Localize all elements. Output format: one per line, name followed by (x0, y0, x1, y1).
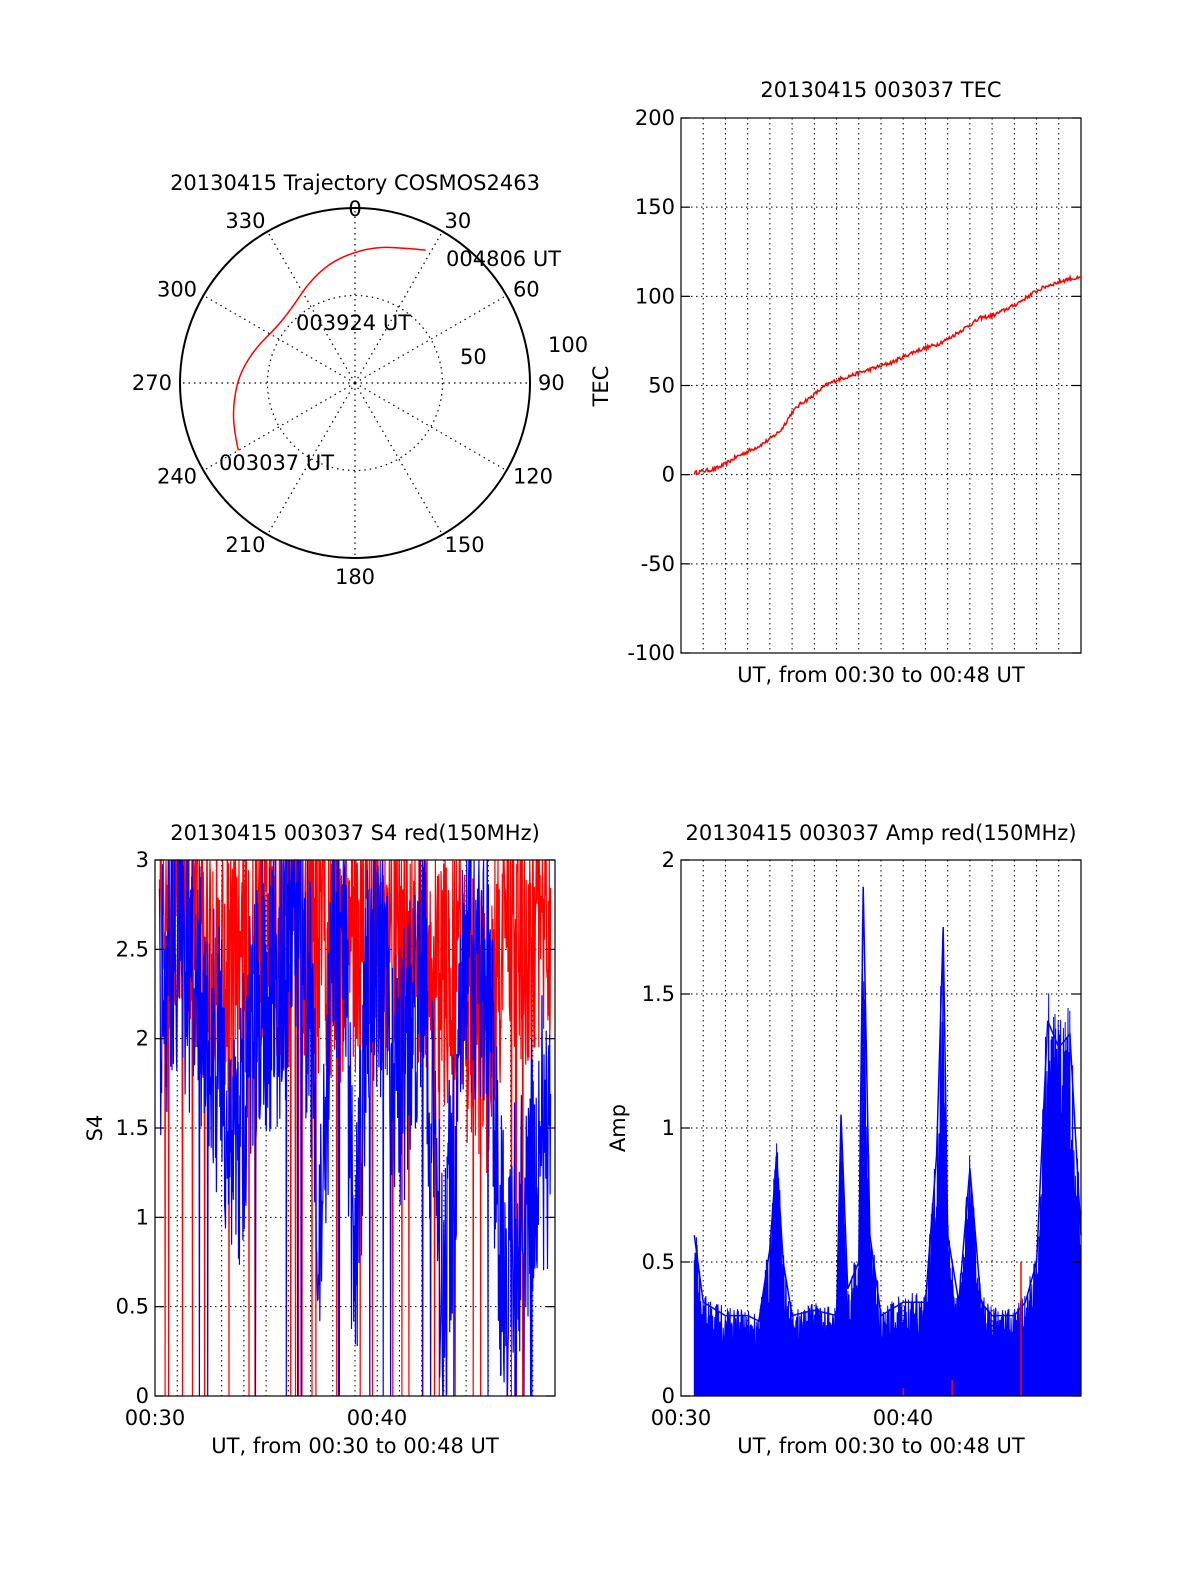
tec-y-label: TEC (589, 366, 613, 408)
p2-ytick-label-3: 1.5 (116, 1116, 149, 1140)
tec-series-line (693, 274, 1082, 476)
polar-trajectory-chart: 20130415 Trajectory COSMOS2463 0 30 60 90 12… (132, 171, 588, 589)
s4-chart: 20130415 003037 S4 red(150MHz) 0 0.5 1 1.5 2… (83, 821, 556, 1458)
p3-ytick-label-2: 1 (662, 1116, 675, 1140)
amp-dense-area (693, 922, 1082, 1397)
s4-title: 20130415 003037 S4 red(150MHz) (170, 821, 540, 845)
tec-x-label: UT, from 00:30 to 00:48 UT (737, 663, 1025, 687)
polar-radius-label-50: 50 (460, 345, 487, 369)
polar-angle-label-270: 270 (132, 371, 172, 395)
polar-angle-label-330: 330 (225, 209, 265, 233)
polar-angle-label-90: 90 (538, 371, 565, 395)
amp-x-label: UT, from 00:30 to 00:48 UT (737, 1434, 1025, 1458)
polar-grid (180, 208, 530, 558)
p1-ytick-label-6: 200 (635, 106, 675, 130)
p2-ytick-label-6: 3 (136, 848, 149, 872)
tec-title: 20130415 003037 TEC (760, 78, 1001, 102)
amp-x-tick-1: 00:40 (873, 1406, 934, 1430)
amp-grid (681, 860, 1081, 1396)
s4-y-label: S4 (83, 1115, 107, 1142)
polar-title: 20130415 Trajectory COSMOS2463 (170, 171, 540, 195)
s4-x-label: UT, from 00:30 to 00:48 UT (211, 1434, 499, 1458)
polar-angle-label-150: 150 (445, 533, 485, 557)
p2-ytick-label-4: 2 (136, 1027, 149, 1051)
polar-annotation-mid: 003924 UT (296, 311, 411, 335)
polar-annotation-end: 004806 UT (446, 247, 561, 271)
p1-ytick-label-0: -100 (627, 641, 675, 665)
polar-angle-label-0: 0 (348, 197, 361, 221)
p2-ytick-label-0: 0 (136, 1384, 149, 1408)
amp-y-label: Amp (606, 1104, 630, 1152)
polar-trajectory-line (232, 246, 426, 451)
p1-ytick-label-2: 0 (662, 463, 675, 487)
p2-ytick-label-2: 1 (136, 1205, 149, 1229)
s4-dense-blue (158, 859, 552, 1397)
polar-angle-label-120: 120 (513, 465, 553, 489)
amp-y-ticks: 0 0.5 1 1.5 2 (642, 848, 1081, 1408)
p1-ytick-label-1: -50 (641, 552, 675, 576)
amp-red-series-marks (902, 1262, 1022, 1396)
p1-ytick-label-3: 50 (648, 374, 675, 398)
polar-radius-label-100: 100 (548, 333, 588, 357)
s4-x-tick-1: 00:40 (347, 1406, 408, 1430)
polar-angle-label-60: 60 (513, 278, 540, 302)
s4-y-ticks: 0 0.5 1 1.5 2 2.5 3 (116, 848, 555, 1408)
polar-annotation-start: 003037 UT (219, 451, 334, 475)
tec-chart: 20130415 003037 TEC -100-50050100150200 … (589, 78, 1082, 687)
tec-grid (681, 118, 1081, 653)
amp-blue-series-line (693, 886, 1082, 1323)
p3-ytick-label-0: 0 (662, 1384, 675, 1408)
p1-ytick-label-5: 150 (635, 195, 675, 219)
p3-ytick-label-1: 0.5 (642, 1250, 675, 1274)
polar-angle-label-210: 210 (225, 533, 265, 557)
amp-title: 20130415 003037 Amp red(150MHz) (685, 821, 1076, 845)
polar-angle-label-30: 30 (445, 209, 472, 233)
polar-angle-label-180: 180 (335, 565, 375, 589)
p2-ytick-label-5: 2.5 (116, 937, 149, 961)
amp-x-tick-0: 00:30 (651, 1406, 712, 1430)
s4-x-tick-0: 00:30 (125, 1406, 186, 1430)
polar-spoke-60 (354, 294, 507, 384)
polar-spoke-330 (266, 231, 356, 384)
p2-ytick-label-1: 0.5 (116, 1295, 149, 1319)
s4-dense-series (158, 859, 552, 1397)
polar-angle-label-240: 240 (157, 465, 197, 489)
p3-ytick-label-3: 1.5 (642, 982, 675, 1006)
amp-chart: 20130415 003037 Amp red(150MHz) 0 0.5 1 1.5… (606, 821, 1082, 1458)
p1-ytick-label-4: 100 (635, 284, 675, 308)
polar-angle-labels: 0 30 60 90 120 150 180 210 240 270 300 330 (132, 197, 565, 589)
tec-y-ticks: -100 -50 0 50 100 150 200 (627, 106, 1081, 665)
polar-spoke-150 (354, 382, 444, 535)
polar-ring-50 (266, 294, 444, 472)
polar-angle-label-300: 300 (157, 278, 197, 302)
p3-ytick-label-4: 2 (662, 848, 675, 872)
polar-spoke-120 (354, 382, 507, 472)
amp-dense-series (693, 922, 1082, 1397)
polar-outer-ring (179, 207, 531, 559)
